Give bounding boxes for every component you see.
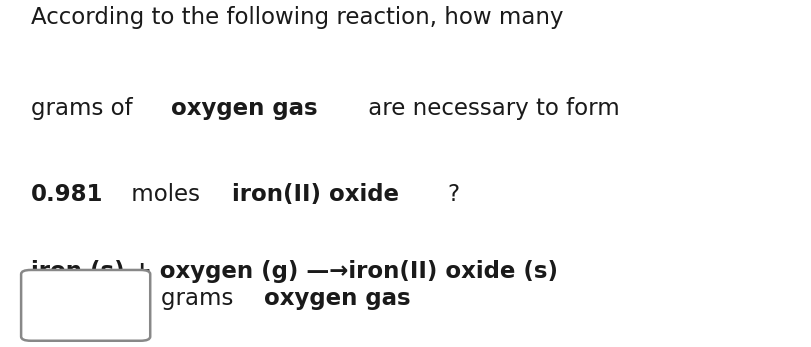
- Text: grams: grams: [161, 287, 240, 310]
- Text: According to the following reaction, how many: According to the following reaction, how…: [31, 6, 563, 29]
- FancyBboxPatch shape: [21, 270, 150, 341]
- Text: iron (s) + oxygen (g) —→iron(II) oxide (s): iron (s) + oxygen (g) —→iron(II) oxide (…: [31, 260, 557, 282]
- Text: 0.981: 0.981: [31, 183, 103, 206]
- Text: oxygen gas: oxygen gas: [264, 287, 410, 310]
- Text: grams of: grams of: [31, 96, 139, 119]
- Text: are necessary to form: are necessary to form: [360, 96, 619, 119]
- Text: ?: ?: [447, 183, 459, 206]
- Text: iron(II) oxide: iron(II) oxide: [231, 183, 398, 206]
- Text: moles: moles: [124, 183, 208, 206]
- Text: oxygen gas: oxygen gas: [171, 96, 318, 119]
